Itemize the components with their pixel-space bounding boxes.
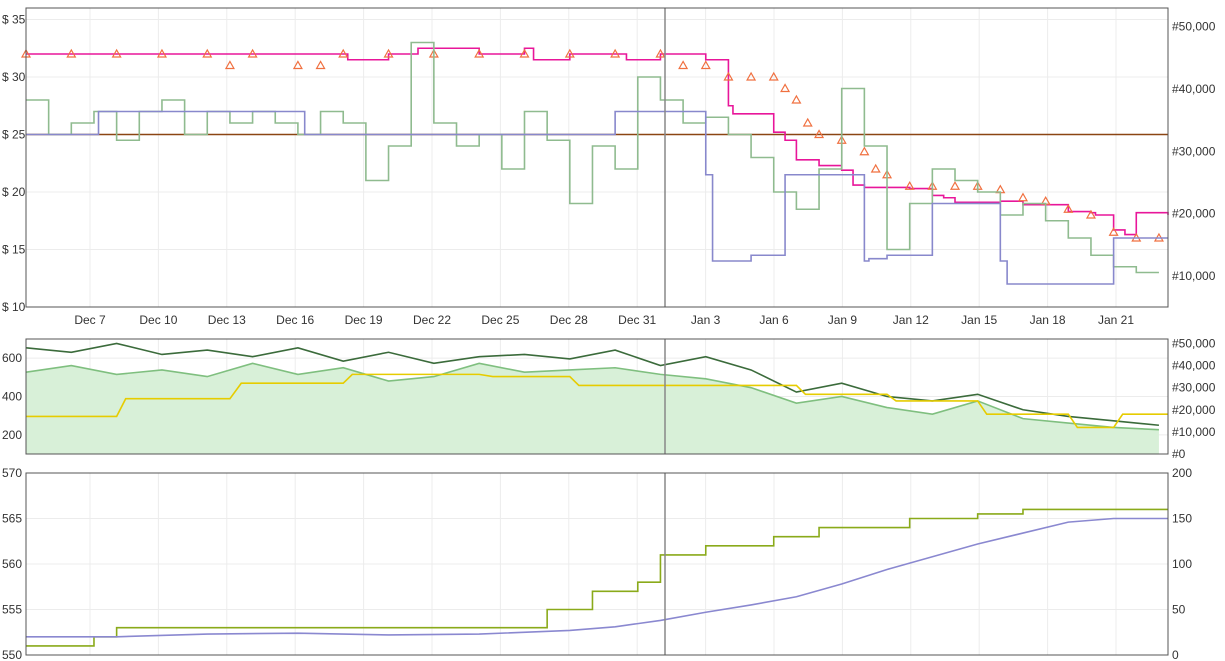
offer-triangle-marker [723, 71, 734, 81]
y-right-tick-label: 0 [1172, 648, 1179, 661]
offer-triangle-marker [949, 181, 961, 190]
x-tick-label: Dec 28 [550, 313, 588, 327]
offer-triangle-marker [1085, 209, 1096, 219]
y-right-tick-label: #20,000 [1172, 207, 1216, 221]
x-tick-label: Jan 9 [828, 313, 858, 327]
x-tick-label: Dec 7 [74, 313, 106, 327]
x-tick-label: Dec 19 [345, 313, 383, 327]
offer-triangle-marker [904, 181, 915, 190]
x-tick-label: Jan 15 [961, 313, 997, 327]
y-left-tick-label: $ 10 [2, 300, 26, 314]
x-tick-label: Jan 21 [1098, 313, 1134, 327]
x-tick-label: Dec 22 [413, 313, 451, 327]
offer-triangle-marker [247, 48, 258, 58]
offer-triangle-marker [156, 48, 167, 58]
y-left-tick-label: 565 [2, 512, 22, 526]
offer-triangle-marker [746, 71, 757, 81]
y-left-tick-label: 555 [2, 603, 22, 617]
offer-triangle-marker [564, 48, 575, 58]
x-tick-label: Dec 16 [276, 313, 314, 327]
y-left-tick-label: 550 [2, 648, 22, 661]
y-left-tick-label: $ 35 [2, 13, 26, 27]
price-primary-line [26, 47, 1169, 236]
x-tick-label: Dec 10 [139, 313, 177, 327]
y-left-tick-label: 400 [2, 390, 22, 404]
count-left-line [26, 508, 1168, 647]
plot-frame [25, 472, 1169, 656]
offer-triangle-marker [292, 60, 303, 70]
x-tick-label: Dec 31 [618, 313, 656, 327]
offer-triangle-marker [802, 117, 813, 127]
offer-triangle-marker [315, 60, 326, 70]
offer-triangle-marker [768, 71, 779, 81]
offer-triangle-marker [814, 129, 825, 139]
offer-triangle-marker [859, 146, 870, 156]
x-tick-label: Jan 18 [1030, 313, 1066, 327]
new-price-low-line [26, 110, 1168, 285]
plot-frame [25, 7, 1169, 308]
y-left-tick-label: $ 20 [2, 185, 26, 199]
rank-panel: 600 400 200 #50,000 #40,000 #30,000 #20,000 #10… [2, 336, 1216, 461]
offer-triangle-marker [202, 48, 213, 58]
x-tick-label: Jan 12 [893, 313, 929, 327]
sales-rank-area-line [25, 362, 1159, 431]
y-right-tick-label: #40,000 [1172, 82, 1216, 96]
y-right-tick-label: #10,000 [1172, 425, 1216, 439]
count-right-line [26, 517, 1168, 638]
y-right-tick-label: #40,000 [1172, 359, 1216, 373]
y-right-tick-label: #50,000 [1172, 336, 1216, 350]
y-left-tick-label: $ 15 [2, 243, 26, 257]
x-tick-label: Jan 3 [691, 313, 721, 327]
offer-triangle-marker [655, 48, 666, 58]
offer-triangle-marker [780, 83, 791, 93]
offer-triangle-marker [519, 48, 530, 58]
y-left-tick-label: 560 [2, 557, 22, 571]
y-right-tick-label: 100 [1172, 557, 1192, 571]
offer-triangle-marker [111, 48, 122, 58]
offer-triangle-marker [700, 60, 711, 70]
y-right-tick-label: #50,000 [1172, 20, 1216, 34]
price-panel: $ 35 $ 30 $ 25 $ 20 $ 15 $ 10 #50,000 #40,000 #3… [2, 7, 1216, 327]
plot-frame [25, 338, 1169, 455]
y-right-tick-label: 150 [1172, 512, 1192, 526]
offer-triangle-marker [1063, 204, 1074, 213]
y-left-tick-label: 200 [2, 428, 22, 442]
y-left-tick-label: $ 30 [2, 70, 26, 84]
sales-rank-area-fill [26, 363, 1159, 454]
y-right-tick-label: #20,000 [1172, 403, 1216, 417]
x-tick-label: Dec 13 [208, 313, 246, 327]
offer-triangle-marker [338, 48, 349, 58]
rank-upper-line [25, 342, 1160, 427]
offer-triangle-marker [224, 60, 235, 70]
y-right-tick-label: 50 [1172, 603, 1186, 617]
offer-triangle-marker [1017, 192, 1029, 202]
offer-triangle-marker [383, 48, 394, 58]
y-right-tick-label: #30,000 [1172, 144, 1216, 158]
offer-triangle-marker [610, 48, 621, 58]
y-right-tick-label: #10,000 [1172, 269, 1216, 283]
x-tick-label: Dec 25 [481, 313, 519, 327]
y-left-tick-label: 570 [2, 466, 22, 480]
y-right-tick-label: 200 [1172, 466, 1192, 480]
offer-triangle-marker [1108, 227, 1119, 236]
offer-triangle-marker [791, 94, 802, 104]
offer-triangle-marker [870, 163, 881, 173]
y-right-tick-label: #30,000 [1172, 381, 1216, 395]
offer-triangle-marker [66, 48, 77, 58]
offer-triangle-marker [678, 60, 689, 70]
y-left-tick-label: $ 25 [2, 128, 26, 142]
y-right-tick-label: #0 [1172, 447, 1186, 461]
x-tick-label: Jan 6 [759, 313, 789, 327]
cumulative-panel: 570 565 560 555 550 200 150 100 50 0 [2, 466, 1192, 661]
offer-triangle-marker [474, 48, 485, 58]
y-left-tick-label: 600 [2, 351, 22, 365]
